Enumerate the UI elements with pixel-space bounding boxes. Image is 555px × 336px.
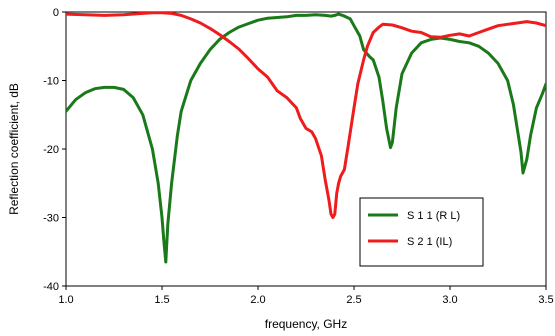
x-tick-label: 1.5 <box>154 294 169 306</box>
x-tick-label: 3.5 <box>538 294 553 306</box>
y-tick-label: -10 <box>43 76 59 88</box>
x-tick-label: 2.5 <box>346 294 361 306</box>
legend-box <box>359 197 484 267</box>
series-line-1 <box>66 12 546 264</box>
y-tick-label: -40 <box>43 281 59 293</box>
legend-label-2: S 2 1 (IL) <box>407 236 452 248</box>
x-tick-label: 2.0 <box>250 294 265 306</box>
y-tick-label: -20 <box>43 144 59 156</box>
legend-label-1: S 1 1 (R L) <box>407 210 460 222</box>
y-tick-label: 0 <box>53 7 59 19</box>
y-axis: 0 -10 -20 -30 -40 <box>43 7 66 293</box>
x-tick-label: 1.0 <box>58 294 73 306</box>
series-line-2 <box>66 12 546 219</box>
series-layer <box>66 12 546 264</box>
y-tick-label: -30 <box>43 213 59 225</box>
legend: S 1 1 (R L) S 2 1 (IL) <box>359 197 484 267</box>
x-tick-label: 3.0 <box>442 294 457 306</box>
x-axis-title: frequency, GHz <box>265 317 347 331</box>
y-axis-title: Reflection coefficient, dB <box>7 83 21 215</box>
x-axis: 1.0 1.5 2.0 2.5 3.0 3.5 <box>58 286 554 306</box>
